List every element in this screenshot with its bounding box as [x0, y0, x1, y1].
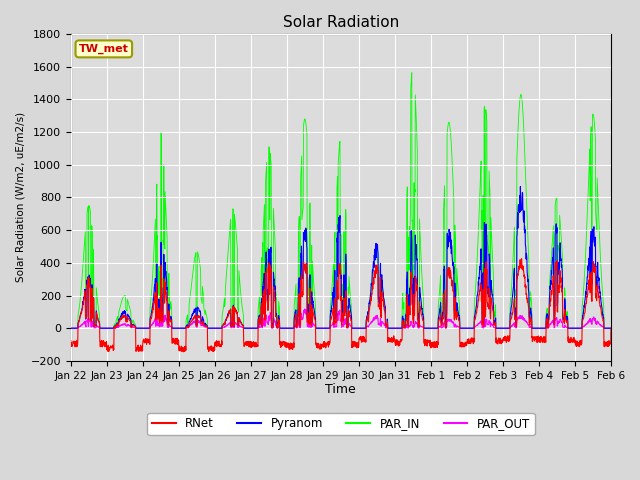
Legend: RNet, Pyranom, PAR_IN, PAR_OUT: RNet, Pyranom, PAR_IN, PAR_OUT — [147, 413, 534, 435]
Y-axis label: Solar Radiation (W/m2, uE/m2/s): Solar Radiation (W/m2, uE/m2/s) — [15, 112, 25, 283]
X-axis label: Time: Time — [326, 384, 356, 396]
Text: TW_met: TW_met — [79, 44, 129, 54]
Title: Solar Radiation: Solar Radiation — [283, 15, 399, 30]
